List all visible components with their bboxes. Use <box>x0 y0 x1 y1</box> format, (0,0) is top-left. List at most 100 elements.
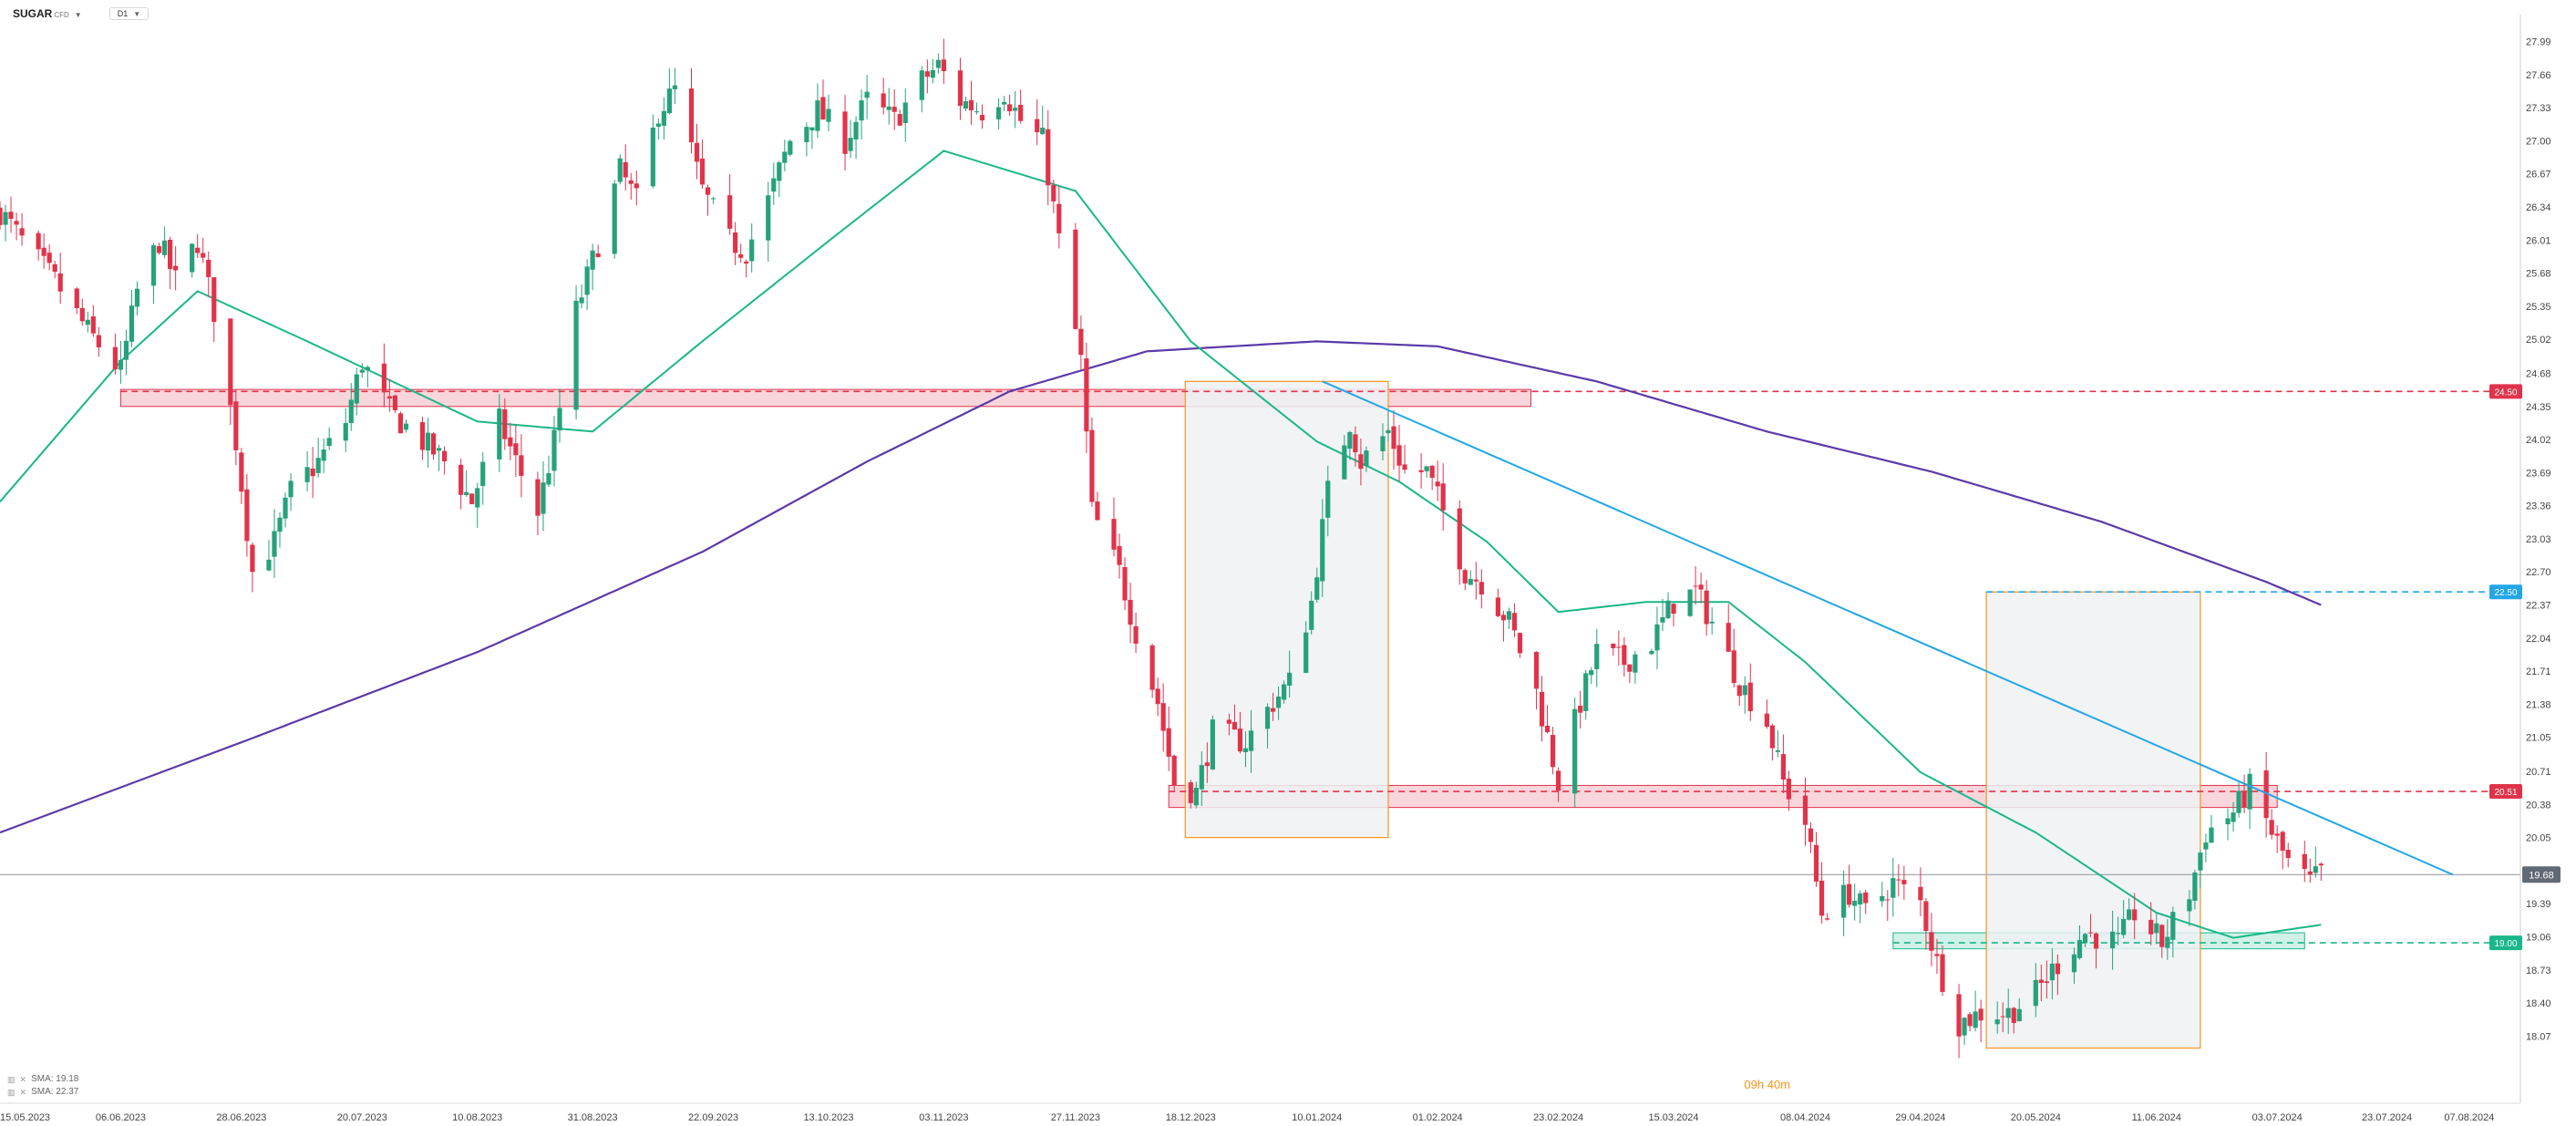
level-zone-24.50 <box>119 388 1532 408</box>
candle-body <box>2038 979 2044 983</box>
y-tick-label: 22.04 <box>2526 634 2551 645</box>
candle-body <box>935 59 941 68</box>
candle-body <box>573 300 579 410</box>
candle-body <box>1885 899 1891 901</box>
close-icon[interactable]: ✕ <box>19 1088 27 1097</box>
candle-body <box>8 212 14 220</box>
candle-body <box>1325 480 1331 518</box>
x-tick-label: 15.05.2023 <box>0 1112 50 1123</box>
candle-body <box>36 232 41 250</box>
candle-body <box>2269 820 2274 835</box>
candle-body <box>1693 585 1698 587</box>
candle-body <box>1994 1019 2000 1025</box>
symbol-name: SUGAR <box>13 7 53 20</box>
candle-body <box>1852 900 1858 906</box>
candle-body <box>85 319 90 325</box>
candle-body <box>1040 128 1046 134</box>
candle-body <box>1775 750 1780 752</box>
visibility-icon[interactable]: ▥ <box>7 1088 15 1097</box>
y-tick-label: 26.67 <box>2526 170 2551 181</box>
last-price-badge-text: 19.68 <box>2529 870 2554 881</box>
candle-body <box>0 207 3 225</box>
trendline-layer <box>1322 380 2454 876</box>
x-tick-label: 13.10.2023 <box>803 1112 853 1123</box>
candle-body <box>1133 625 1139 644</box>
candle-body <box>1956 994 1962 1037</box>
y-tick-label: 20.05 <box>2526 833 2551 844</box>
candle-body <box>557 408 562 431</box>
candle-body <box>1940 954 1945 992</box>
close-icon[interactable]: ✕ <box>19 1075 27 1084</box>
candle-body <box>546 472 551 485</box>
timeframe-label: D1 <box>117 9 129 18</box>
candle-body <box>1002 101 1007 105</box>
x-tick-label: 10.08.2023 <box>452 1112 502 1123</box>
candle-body <box>1544 725 1551 733</box>
candle-body <box>595 253 601 257</box>
x-tick-label: 15.03.2024 <box>1648 1112 1698 1123</box>
y-tick-label: 21.71 <box>2526 666 2551 677</box>
candle-body <box>1429 465 1435 478</box>
x-tick-label: 20.07.2023 <box>337 1112 387 1123</box>
timeframe-selector[interactable]: D1 ▼ <box>108 7 149 20</box>
candle-body <box>425 432 431 451</box>
last-price-badge <box>2522 866 2561 883</box>
candle-body <box>1018 104 1024 121</box>
candle-body <box>1347 431 1353 449</box>
candle-body <box>2285 850 2291 859</box>
candle-body <box>1242 748 1249 753</box>
candle-body <box>886 106 891 110</box>
x-tick-label: 27.11.2023 <box>1051 1112 1100 1123</box>
candle-body <box>1188 782 1193 803</box>
legend-sma-short[interactable]: ▥ ✕ SMA: 19.18 <box>7 1073 78 1086</box>
candle-body <box>2274 833 2280 836</box>
candle-body <box>277 517 283 532</box>
legend-sma-long[interactable]: ▥ ✕ SMA: 22.37 <box>7 1086 78 1099</box>
visibility-icon[interactable]: ▥ <box>7 1075 15 1084</box>
candle-body <box>2203 842 2209 850</box>
candle-body <box>815 100 820 131</box>
y-tick-label: 27.00 <box>2526 136 2551 147</box>
candle-body <box>777 162 782 181</box>
candle-body <box>1111 519 1117 550</box>
candle-body <box>1858 893 1863 905</box>
candle-body <box>233 401 239 450</box>
candle-body <box>820 97 826 120</box>
candle-body <box>1764 713 1769 728</box>
x-tick-label: 07.08.2024 <box>2444 1112 2494 1123</box>
candle-body <box>749 239 755 262</box>
candle-body <box>430 433 437 455</box>
candle-body <box>1084 358 1089 432</box>
candle-body <box>744 261 749 264</box>
axes-layer: 27.99 27.66 27.33 27.00 26.67 26.34 26.01 25.68… <box>0 15 2551 1123</box>
symbol-selector[interactable]: SUGAR CFD ▼ <box>13 7 82 20</box>
candle-body <box>441 450 448 462</box>
candle-body <box>1808 828 1814 842</box>
candle-body <box>1210 719 1215 770</box>
candle-body <box>74 288 79 308</box>
candle-body <box>112 346 118 370</box>
candle-body <box>1550 735 1556 768</box>
y-tick-label: 18.73 <box>2526 966 2551 976</box>
candle-body <box>1973 1011 1978 1028</box>
sma-layer <box>0 150 2322 939</box>
indicator-legend: ▥ ✕ SMA: 19.18 ▥ ✕ SMA: 22.37 <box>7 1073 78 1099</box>
candle-body <box>859 100 864 121</box>
candle-body <box>129 305 135 342</box>
candle-body <box>1386 429 1391 434</box>
candle-body <box>1709 621 1715 624</box>
y-tick-label: 27.99 <box>2526 37 2551 48</box>
candle-body <box>315 458 321 473</box>
candle-body <box>979 115 985 121</box>
candle-body <box>1622 645 1627 666</box>
candle-body <box>1282 684 1287 700</box>
candle-body <box>535 479 541 516</box>
candle-body <box>168 239 173 270</box>
candle-body <box>957 70 963 107</box>
candle-body <box>672 85 678 89</box>
candle-body <box>1687 589 1693 616</box>
x-tick-label: 23.07.2024 <box>2362 1112 2412 1123</box>
candle-body <box>343 422 348 441</box>
y-tick-label: 20.71 <box>2526 767 2551 778</box>
